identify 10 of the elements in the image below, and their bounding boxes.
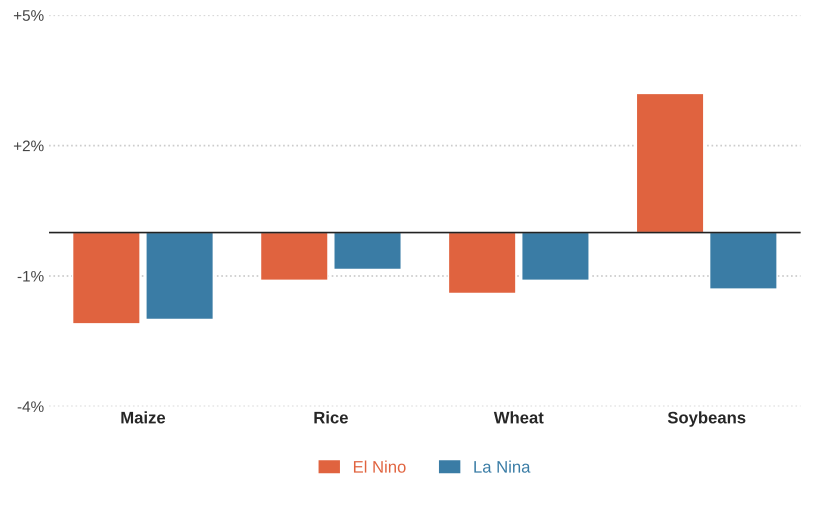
- legend-label: El Nino: [354, 460, 406, 473]
- y-tick-label: -1%: [18, 270, 44, 282]
- y-tick-label: -4%: [18, 401, 44, 412]
- x-tick-label: Rice: [314, 411, 348, 424]
- x-tick-label: Maize: [121, 411, 166, 424]
- x-tick-label: Soybeans: [668, 411, 746, 427]
- legend-label: La Nina: [474, 460, 530, 473]
- y-tick-label: +5%: [14, 10, 44, 21]
- x-tick-label: Wheat: [494, 411, 544, 424]
- y-tick-label: +2%: [14, 140, 44, 152]
